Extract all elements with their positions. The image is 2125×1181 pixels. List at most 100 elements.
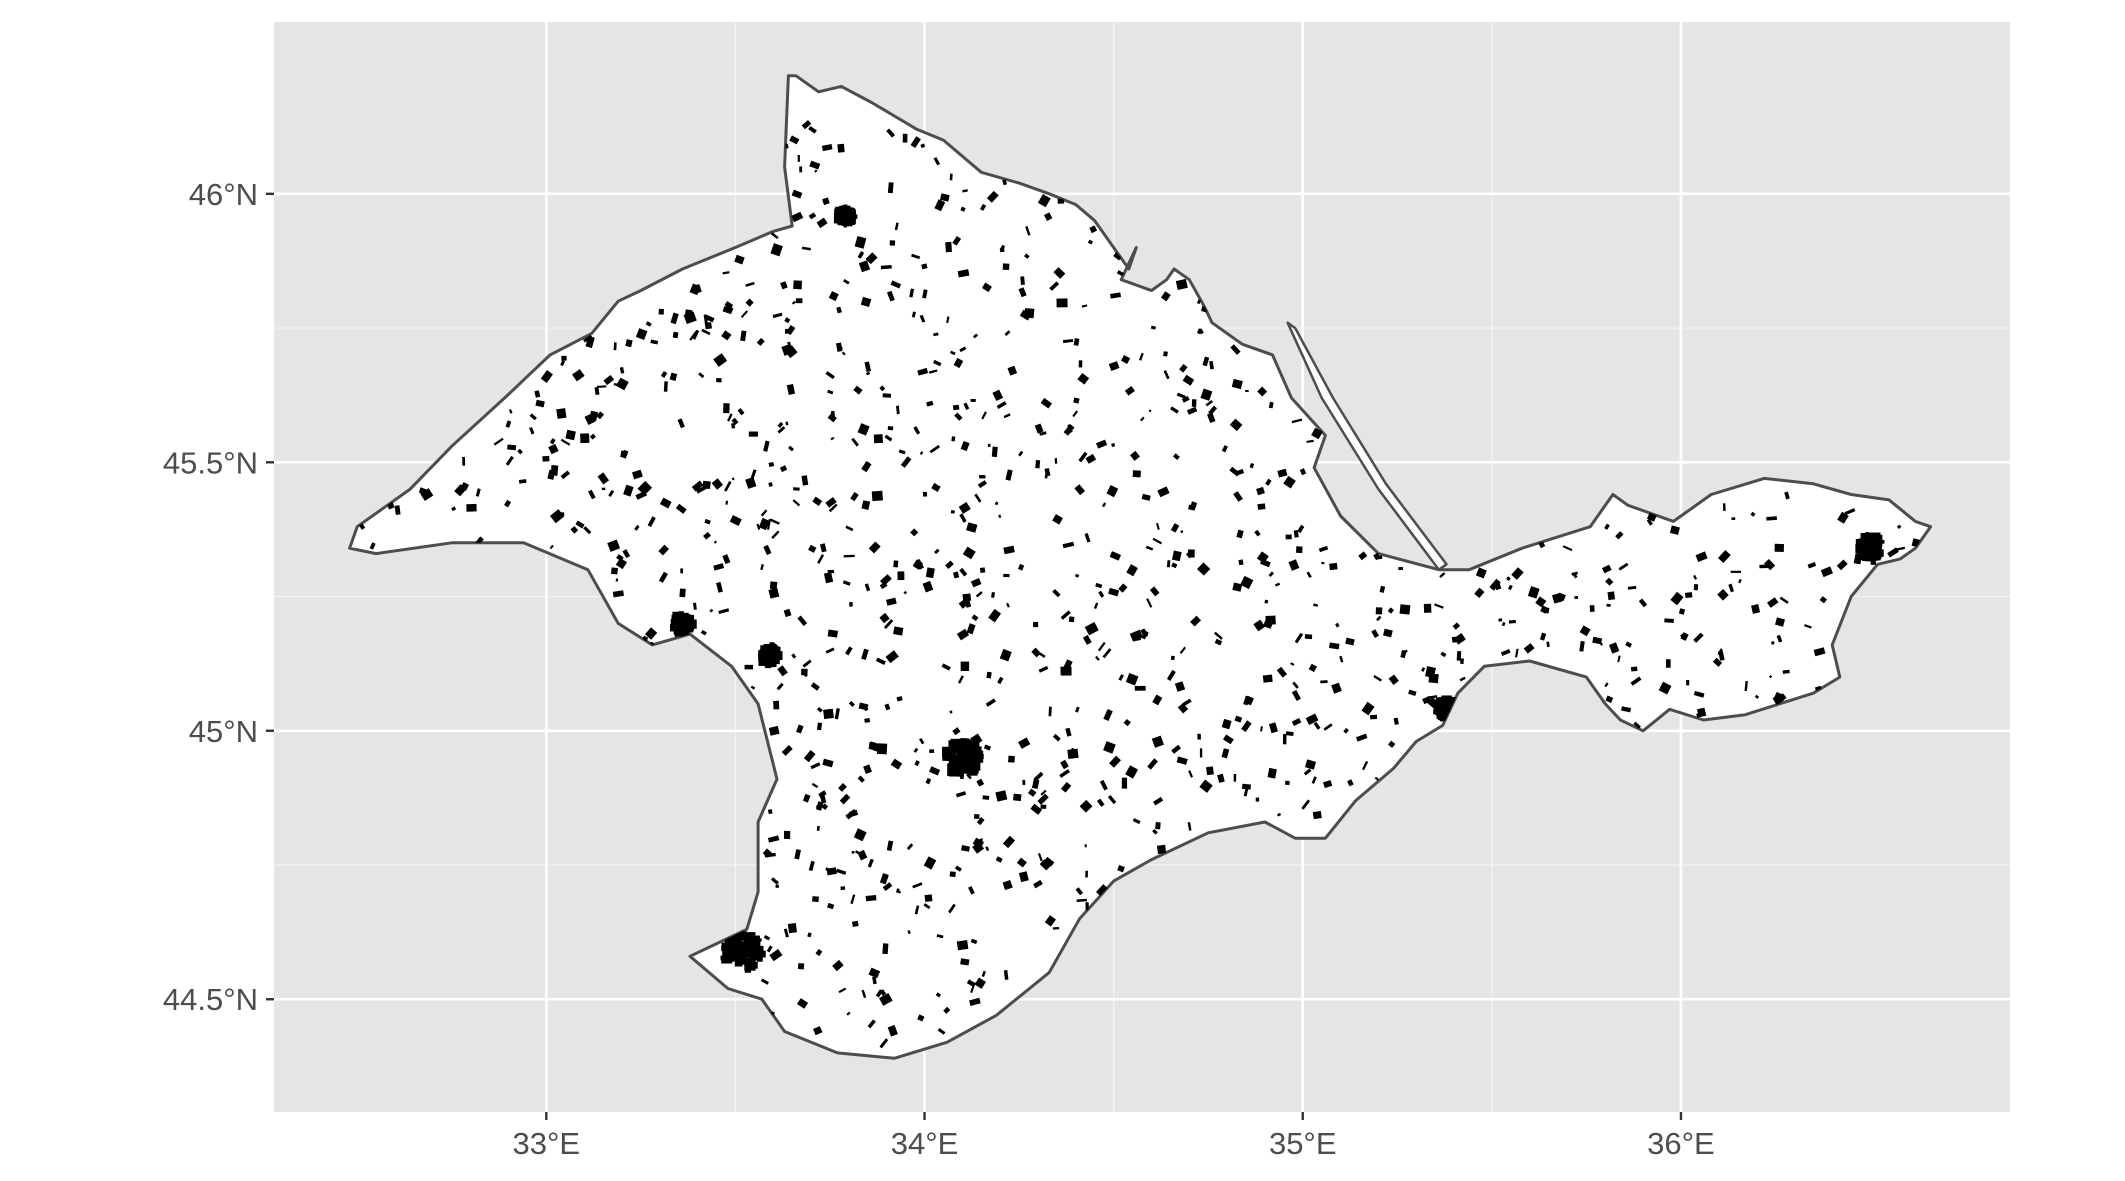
crimea-landmass: [348, 74, 1933, 1060]
urban-area: [971, 754, 979, 760]
settlement: [780, 281, 788, 290]
settlement: [1132, 470, 1141, 478]
settlement: [886, 290, 895, 302]
settlement: [1138, 352, 1144, 361]
settlement: [858, 260, 871, 273]
settlement: [1763, 558, 1776, 571]
settlement: [725, 500, 729, 505]
settlement: [1501, 621, 1506, 627]
settlement: [680, 568, 684, 574]
settlement: [1426, 695, 1438, 699]
urban-area: [966, 742, 974, 755]
settlement: [890, 280, 902, 289]
settlement: [838, 987, 847, 994]
settlement: [1186, 406, 1198, 415]
urban-area: [843, 215, 853, 227]
settlement: [909, 288, 915, 298]
settlement: [943, 1006, 951, 1014]
settlement: [1460, 658, 1464, 664]
settlement: [1285, 534, 1292, 540]
settlement: [1085, 902, 1089, 911]
settlement: [547, 469, 556, 480]
settlement: [1040, 397, 1053, 409]
settlement: [807, 932, 812, 938]
settlement: [933, 332, 939, 337]
settlement: [1176, 392, 1186, 399]
settlement: [658, 544, 670, 556]
settlement: [1129, 450, 1140, 461]
settlement: [825, 497, 837, 508]
urban-area: [968, 764, 978, 776]
settlement: [560, 470, 571, 480]
settlement: [1241, 720, 1252, 732]
settlement: [1355, 733, 1368, 742]
urban-area: [679, 617, 692, 629]
settlement: [718, 608, 730, 615]
settlement: [999, 247, 1005, 253]
settlement: [821, 803, 829, 811]
settlement: [1187, 549, 1195, 558]
settlement: [1782, 669, 1790, 674]
settlement: [1089, 225, 1098, 234]
settlement: [763, 440, 770, 452]
settlement: [1022, 779, 1026, 786]
settlement: [894, 222, 899, 231]
urban-area: [1869, 546, 1875, 555]
settlement: [1376, 615, 1382, 622]
settlement: [1451, 636, 1457, 643]
settlement: [837, 143, 845, 153]
settlement: [950, 350, 956, 356]
settlement: [1329, 642, 1340, 650]
settlement: [879, 581, 888, 590]
settlement: [1156, 522, 1160, 530]
settlement: [1678, 608, 1686, 615]
settlement: [1784, 491, 1790, 500]
settlement: [1669, 525, 1680, 535]
settlement: [816, 722, 823, 731]
settlement: [1257, 386, 1268, 397]
urban-area: [745, 949, 754, 956]
settlement: [775, 884, 779, 888]
settlement: [1320, 680, 1328, 684]
urban-area: [724, 940, 735, 945]
settlement: [956, 940, 969, 951]
settlement: [1222, 734, 1234, 745]
settlement: [952, 571, 960, 579]
settlement: [1604, 682, 1609, 688]
settlement: [760, 509, 768, 517]
settlement: [1096, 884, 1108, 897]
urban-area: [743, 932, 756, 936]
settlement: [1475, 567, 1487, 579]
settlement: [1331, 682, 1342, 694]
settlement: [1103, 708, 1113, 722]
settlement: [1282, 734, 1287, 745]
urban-area: [760, 650, 773, 661]
settlement: [1039, 859, 1052, 871]
settlement: [861, 989, 867, 999]
settlement: [1121, 777, 1128, 789]
settlement: [737, 408, 745, 416]
settlement: [1040, 804, 1047, 809]
settlement: [1031, 778, 1040, 790]
settlement: [971, 614, 979, 622]
settlement: [1262, 674, 1273, 683]
settlement: [623, 484, 634, 497]
settlement: [895, 888, 900, 893]
settlement: [777, 426, 786, 434]
settlement: [884, 434, 893, 442]
settlement: [1007, 365, 1018, 376]
settlement: [1157, 486, 1170, 498]
settlement: [1075, 887, 1084, 896]
settlement: [1101, 502, 1107, 508]
settlement: [1035, 460, 1041, 469]
settlement: [821, 144, 833, 152]
settlement: [504, 499, 512, 508]
settlement: [849, 602, 853, 607]
settlement: [940, 193, 950, 202]
settlement: [729, 515, 742, 526]
settlement: [1304, 634, 1313, 640]
settlement: [809, 160, 821, 170]
settlement: [1754, 694, 1760, 699]
settlement: [1199, 748, 1203, 758]
settlement: [1147, 758, 1158, 770]
